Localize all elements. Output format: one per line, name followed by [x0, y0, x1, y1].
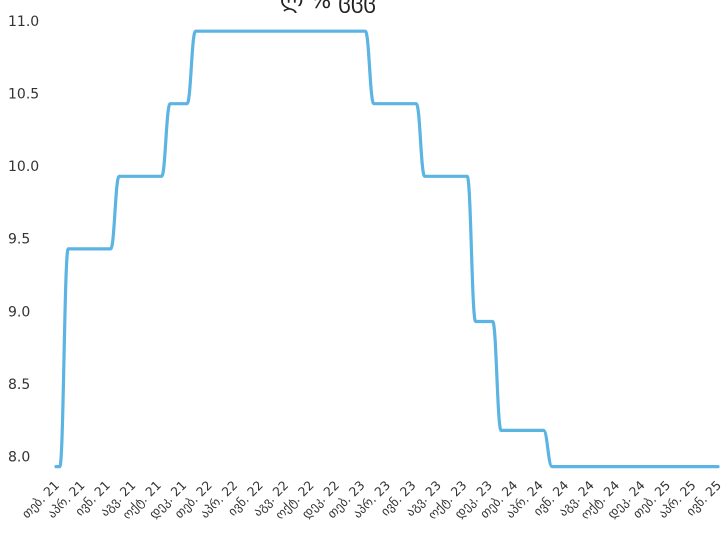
y-tick-label: 8.0: [8, 449, 30, 465]
y-tick-label: 9.0: [8, 304, 30, 320]
y-tick-label: 9.5: [8, 232, 30, 248]
series-layer: [54, 29, 720, 469]
chart-title: ლ % ცცც: [280, 0, 376, 14]
y-axis: 8.0 8.5 9.0 9.5 10.0 10.5 11.0: [8, 14, 39, 465]
y-tick-label: 10.0: [8, 159, 39, 175]
y-tick-label: 11.0: [8, 14, 39, 30]
y-tick-label: 10.5: [8, 87, 39, 103]
y-tick-label: 8.5: [8, 377, 30, 393]
series-line-0: [54, 29, 720, 469]
